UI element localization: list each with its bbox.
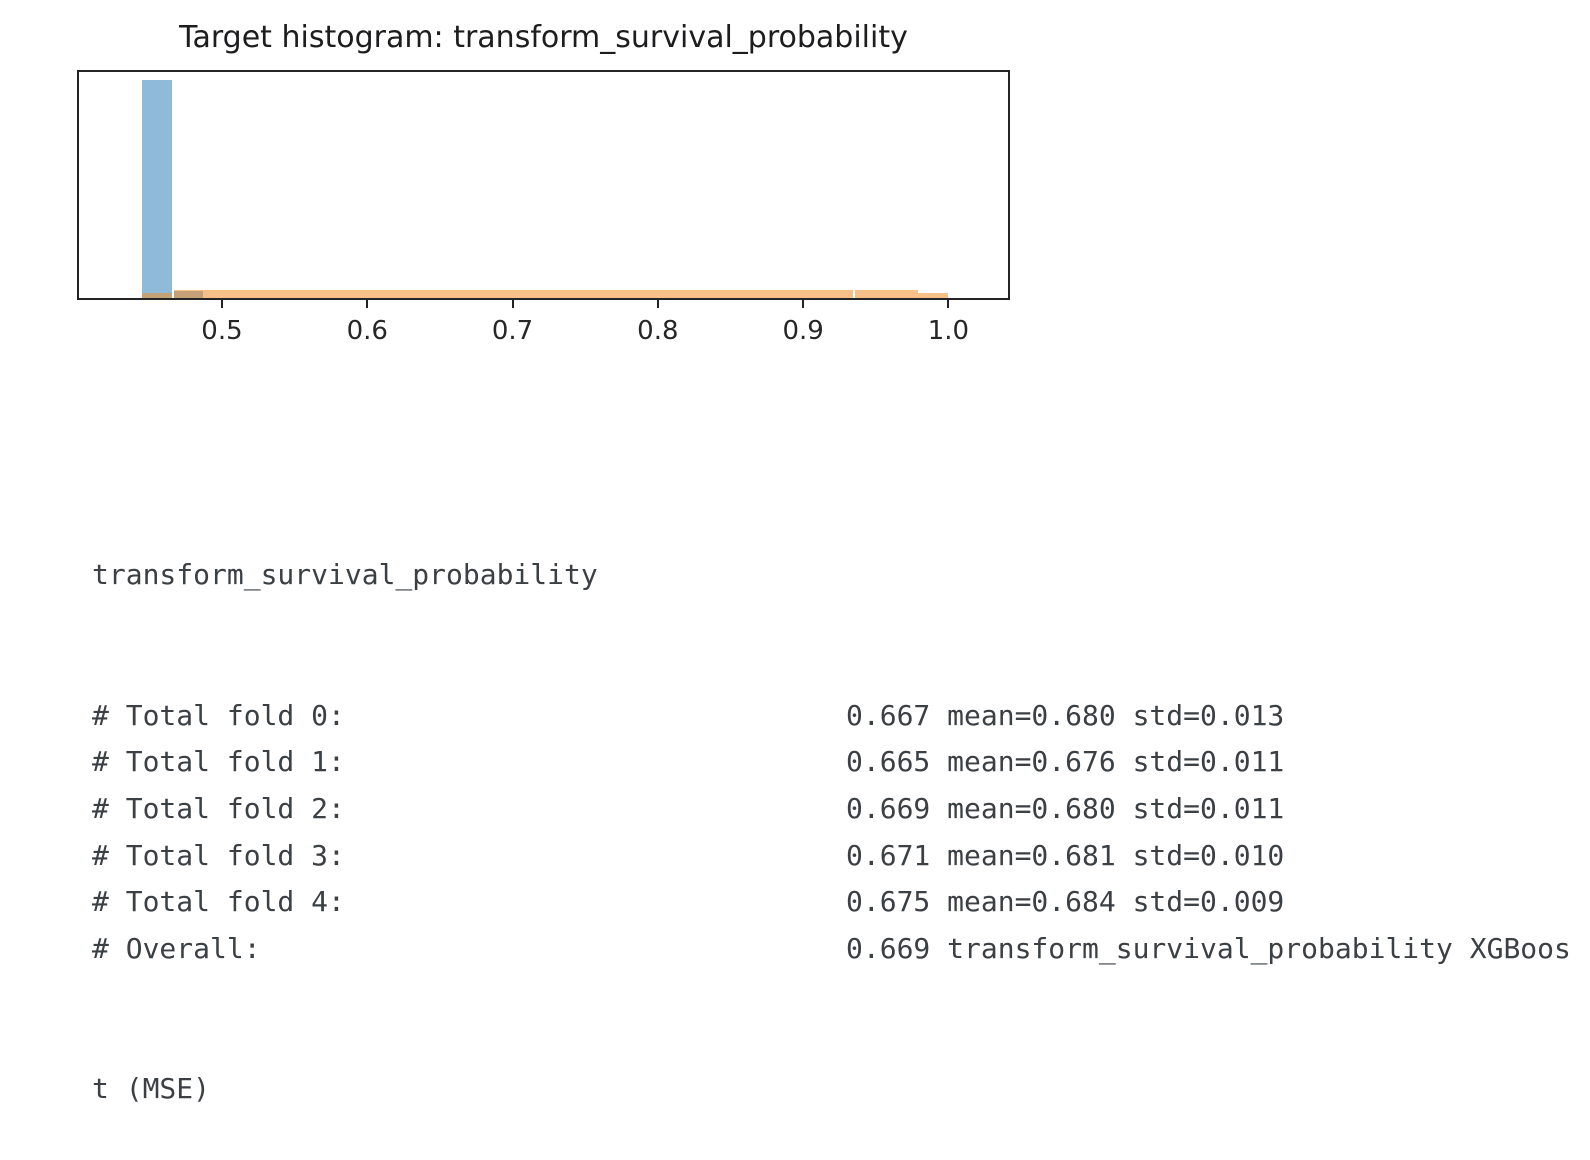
x-tick-mark — [220, 300, 223, 308]
x-tick-label: 0.8 — [637, 316, 679, 346]
x-tick-mark — [947, 300, 950, 308]
x-tick-label: 0.9 — [782, 316, 824, 346]
output-row-value: 0.665 mean=0.676 std=0.011 — [846, 745, 1285, 779]
histogram-orange-bar — [141, 293, 172, 298]
output-row-value: 0.667 mean=0.680 std=0.013 — [846, 698, 1285, 732]
output-row: # Overall: 0.669 transform_survival_proba… — [92, 926, 1571, 973]
x-tick-label: 1.0 — [927, 316, 970, 346]
output-rows: # Total fold 0: 0.667 mean=0.680 std=0.01… — [92, 693, 1571, 973]
x-tick-mark — [656, 300, 659, 308]
output-row: # Total fold 1: 0.665 mean=0.676 std=0.01… — [92, 739, 1571, 786]
output-row: # Total fold 0: 0.667 mean=0.680 std=0.01… — [92, 693, 1571, 740]
x-axis: 0.5 0.6 0.7 0.8 0.9 1.0 — [79, 300, 1008, 360]
output-row: # Total fold 2: 0.669 mean=0.680 std=0.01… — [92, 786, 1571, 833]
output-row-label: # Total fold 0: — [92, 698, 345, 732]
plot-bars — [79, 72, 1008, 298]
histogram-orange-bar — [918, 293, 948, 298]
x-tick-label: 0.6 — [346, 316, 388, 346]
output-header: transform_survival_probability — [92, 558, 598, 592]
output-text: transform_survival_probability # Total f… — [92, 459, 1571, 1160]
output-row-value: 0.669 mean=0.680 std=0.011 — [846, 791, 1285, 825]
output-row: # Total fold 4: 0.675 mean=0.684 std=0.00… — [92, 879, 1571, 926]
x-tick-mark — [802, 300, 805, 308]
output-wrap-line: t (MSE) — [92, 1072, 211, 1106]
output-row-value: 0.671 mean=0.681 std=0.010 — [846, 838, 1285, 872]
chart-title: Target histogram: transform_survival_pro… — [179, 20, 908, 55]
output-row-label: # Total fold 2: — [92, 791, 345, 825]
plot-area — [77, 70, 1010, 300]
x-tick-mark — [366, 300, 369, 308]
x-tick-mark — [511, 300, 514, 308]
histogram-orange-bar — [174, 289, 854, 298]
histogram-orange-bar — [854, 289, 919, 298]
output-row-label: # Total fold 4: — [92, 885, 345, 919]
output-row-value: 0.669 transform_survival_probability XGB… — [846, 932, 1571, 966]
x-tick-label: 0.7 — [491, 316, 534, 346]
output-row: # Total fold 3: 0.671 mean=0.681 std=0.01… — [92, 833, 1571, 880]
x-tick-label: 0.5 — [201, 316, 243, 346]
output-row-label: # Total fold 1: — [92, 745, 345, 779]
histogram-blue-bar — [141, 79, 172, 298]
output-row-value: 0.675 mean=0.684 std=0.009 — [846, 885, 1285, 919]
output-row-label: # Overall: — [92, 932, 261, 966]
output-row-label: # Total fold 3: — [92, 838, 345, 872]
